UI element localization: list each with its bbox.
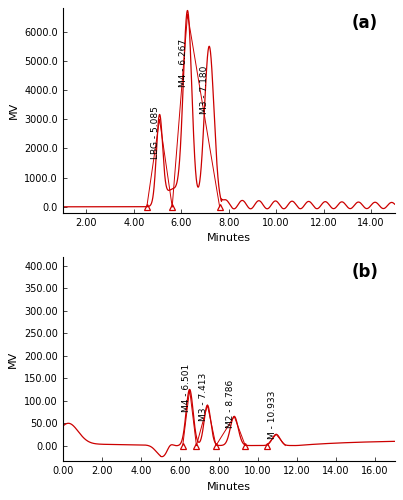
Text: M3 - 7.180: M3 - 7.180 [200,66,210,114]
X-axis label: Minutes: Minutes [207,482,251,492]
Y-axis label: MV: MV [8,350,18,368]
X-axis label: Minutes: Minutes [207,233,251,243]
Text: M2 - 8.786: M2 - 8.786 [226,380,235,428]
Text: M4 - 6.501: M4 - 6.501 [182,364,191,412]
Text: (b): (b) [351,263,378,281]
Text: M3 - 7.413: M3 - 7.413 [199,373,208,422]
Text: LBG - 5.085: LBG - 5.085 [151,106,160,158]
Text: M - 10.933: M - 10.933 [268,390,277,439]
Y-axis label: MV: MV [8,102,19,119]
Text: (a): (a) [352,14,378,32]
Text: M4 - 6.267: M4 - 6.267 [179,39,188,88]
